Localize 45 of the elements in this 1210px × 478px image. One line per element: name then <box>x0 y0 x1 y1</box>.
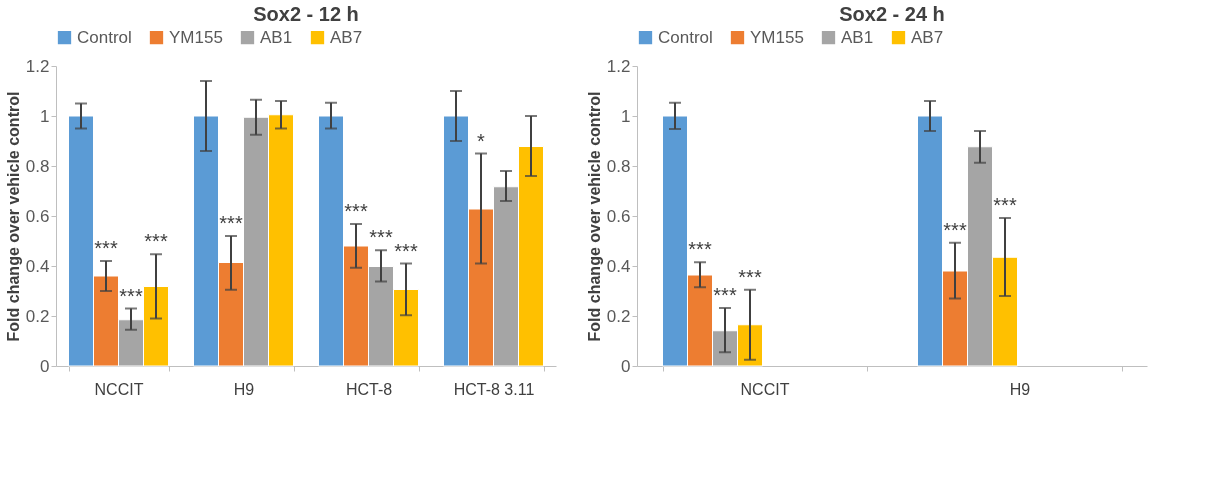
data-label: *** <box>119 284 143 307</box>
y-axis-title: Fold change over vehicle control <box>4 91 22 342</box>
x-tick-label: HCT-8 <box>345 380 393 398</box>
chart-title: Sox2 - 12 h <box>253 3 359 25</box>
y-tick-label: 0.2 <box>606 306 631 326</box>
legend-label: AB7 <box>911 27 944 47</box>
x-tick-label: NCCIT <box>94 380 144 398</box>
data-label: *** <box>94 237 118 259</box>
data-label: *** <box>688 238 712 261</box>
legend-label: Control <box>77 27 132 47</box>
legend-label: YM155 <box>169 27 223 47</box>
data-label: *** <box>993 194 1017 216</box>
data-label: *** <box>344 200 368 222</box>
y-tick-label: 0.4 <box>25 256 50 276</box>
y-tick-label: 1.2 <box>606 56 631 76</box>
data-label: *** <box>144 230 168 253</box>
x-tick-label: NCCIT <box>740 380 790 398</box>
data-label: *** <box>369 226 393 249</box>
y-tick-label: 1 <box>40 106 50 126</box>
y-tick-label: 0.4 <box>606 256 631 276</box>
x-tick-label: HCT-8 3.11 <box>453 380 535 398</box>
y-tick-label: 0.6 <box>606 206 631 226</box>
data-label: *** <box>738 265 762 288</box>
data-label: *** <box>219 212 243 234</box>
y-tick-label: 0.2 <box>25 306 50 326</box>
chart-title: Sox2 - 24 h <box>839 3 945 25</box>
y-tick-label: 1.2 <box>25 56 50 76</box>
legend-label: AB1 <box>260 27 293 47</box>
y-tick-label: 1 <box>621 106 631 126</box>
legend-label: Control <box>658 27 713 47</box>
legend-label: AB1 <box>841 27 874 47</box>
x-tick-label: H9 <box>1009 380 1031 398</box>
y-axis-title: Fold change over vehicle control <box>585 91 603 342</box>
x-tick-label: H9 <box>233 380 255 398</box>
y-tick-label: 0 <box>40 356 50 376</box>
y-tick-label: 0 <box>621 356 631 376</box>
legend-label: AB7 <box>330 27 363 47</box>
data-label: *** <box>943 218 967 241</box>
data-label: * <box>477 129 486 152</box>
y-tick-label: 0.8 <box>25 156 50 176</box>
data-label: *** <box>713 284 737 306</box>
y-tick-label: 0.8 <box>606 156 631 176</box>
data-label: *** <box>394 239 418 262</box>
legend-label: YM155 <box>750 27 804 47</box>
y-tick-label: 0.6 <box>25 206 50 226</box>
